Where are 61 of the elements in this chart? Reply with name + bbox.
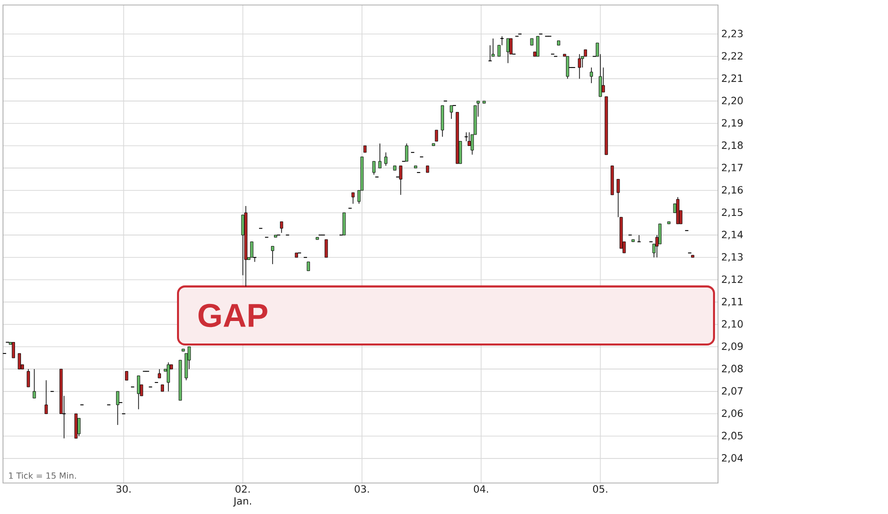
candlestick bbox=[116, 391, 120, 426]
y-tick-label: 2,04 bbox=[722, 454, 743, 463]
candlestick bbox=[250, 241, 254, 258]
candlestick bbox=[405, 143, 408, 162]
y-tick-label: 2,10 bbox=[722, 320, 743, 329]
y-tick-label: 2,21 bbox=[722, 74, 742, 83]
y-tick-label: 2,06 bbox=[722, 409, 743, 418]
candlestick bbox=[384, 152, 388, 166]
candlestick bbox=[280, 221, 284, 234]
y-tick-label: 2,09 bbox=[722, 342, 743, 352]
candlestick bbox=[378, 143, 382, 168]
candlestick bbox=[488, 44, 492, 62]
candlestick bbox=[12, 342, 15, 358]
band-label: GAP bbox=[198, 304, 268, 328]
candlestick bbox=[372, 161, 376, 176]
candlestick bbox=[77, 418, 81, 436]
candlestick bbox=[616, 178, 620, 218]
candlestick bbox=[399, 165, 402, 196]
candlestick bbox=[166, 362, 170, 392]
candlestick bbox=[506, 38, 510, 64]
y-tick-label: 2,14 bbox=[722, 230, 743, 240]
candlestick bbox=[566, 56, 570, 80]
x-tick-label: 04. bbox=[474, 485, 488, 493]
candlestick bbox=[26, 368, 30, 388]
annotation: 1 Tick = 15 Min. bbox=[9, 472, 76, 479]
y-tick-label: 2,07 bbox=[722, 387, 743, 396]
y-tick-label: 2,13 bbox=[722, 253, 743, 262]
y-tick-label: 2,23 bbox=[722, 30, 743, 38]
candlestick bbox=[18, 353, 21, 370]
x-tick-label: 05. bbox=[593, 485, 608, 493]
candlestick bbox=[492, 38, 495, 57]
candlestick bbox=[536, 36, 540, 57]
candlestick bbox=[497, 44, 501, 57]
y-tick-label: 2,17 bbox=[722, 164, 743, 172]
y-tick-label: 2,11 bbox=[722, 298, 742, 306]
y-tick-label: 2,16 bbox=[722, 186, 743, 195]
y-tick-label: 2,20 bbox=[722, 96, 743, 106]
candlestick bbox=[434, 130, 438, 142]
y-tick-label: 2,19 bbox=[722, 119, 743, 128]
y-tick-label: 2,08 bbox=[722, 364, 743, 374]
candlestick bbox=[500, 36, 504, 46]
candlestick bbox=[32, 368, 36, 398]
candlestick bbox=[136, 375, 140, 410]
candlestick bbox=[351, 192, 355, 204]
candlestick bbox=[342, 212, 346, 236]
candlestick bbox=[450, 105, 453, 120]
y-tick-label: 2,22 bbox=[722, 52, 742, 61]
candlestick bbox=[241, 214, 244, 276]
x-tick-label: 30. bbox=[116, 485, 130, 493]
candlestick bbox=[324, 239, 328, 258]
candlestick bbox=[578, 54, 582, 80]
y-tick-label: 2,05 bbox=[722, 432, 743, 440]
y-tick-label: 2,12 bbox=[722, 275, 742, 284]
candlestick bbox=[44, 380, 48, 414]
y-tick-label: 2,18 bbox=[722, 141, 743, 150]
candlestick bbox=[590, 67, 593, 84]
x-tick-label: 02. Jan. bbox=[233, 485, 252, 507]
candlestick bbox=[468, 132, 471, 146]
y-tick-label: 2,15 bbox=[722, 208, 743, 217]
x-tick-label: 03. bbox=[354, 485, 369, 493]
candlestick bbox=[271, 246, 274, 264]
